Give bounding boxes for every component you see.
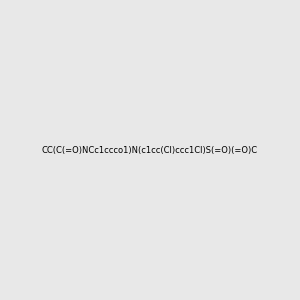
Text: CC(C(=O)NCc1ccco1)N(c1cc(Cl)ccc1Cl)S(=O)(=O)C: CC(C(=O)NCc1ccco1)N(c1cc(Cl)ccc1Cl)S(=O)…	[42, 146, 258, 154]
